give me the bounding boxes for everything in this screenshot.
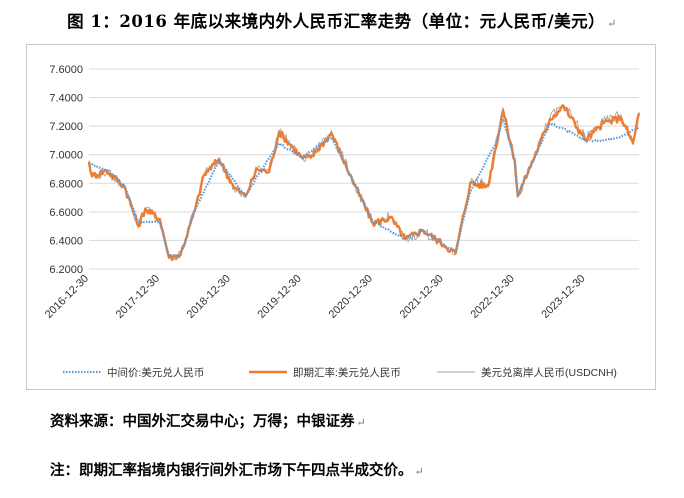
- legend-entry-offshore: 美元兑离岸人民币(USDCNH): [437, 366, 617, 379]
- source-note: 资料来源：中国外汇交易中心；万得；中银证券 ↵: [50, 410, 366, 431]
- legend-label: 中间价:美元兑人民币: [107, 366, 204, 379]
- y-tick-label: 6.8000: [49, 178, 83, 190]
- paragraph-mark-icon: ↵: [607, 17, 617, 30]
- legend-label: 即期汇率:美元兑人民币: [293, 366, 401, 379]
- y-tick-label: 6.2000: [49, 264, 83, 276]
- offshore-series-line: [88, 104, 640, 261]
- y-tick-label: 7.6000: [49, 64, 83, 76]
- central-parity-series-line: [88, 117, 640, 258]
- legend-entry-central-parity: 中间价:美元兑人民币: [63, 366, 204, 379]
- x-tick-label: 2016-12-30: [43, 273, 91, 321]
- x-tick-label: 2019-12-30: [256, 273, 304, 321]
- x-tick-label: 2017-12-30: [114, 273, 162, 321]
- x-tick-label: 2021-12-30: [398, 273, 446, 321]
- x-tick-label: 2020-12-30: [327, 273, 375, 321]
- paragraph-mark-icon: ↵: [356, 416, 366, 429]
- x-tick-label: 2023-12-30: [539, 273, 587, 321]
- y-tick-label: 6.6000: [49, 207, 83, 219]
- legend: 中间价:美元兑人民币 即期汇率:美元兑人民币 美元兑离岸人民币(USDCNH): [63, 366, 617, 379]
- spot-series-line: [87, 104, 641, 261]
- footnote: 注：即期汇率指境内银行间外汇市场下午四点半成交价。 ↵: [50, 459, 424, 480]
- grid-lines: [89, 68, 639, 270]
- paragraph-mark-icon: ↵: [414, 465, 424, 478]
- y-tick-label: 6.4000: [49, 235, 83, 247]
- figure-title: 图 1：2016 年底以来境内外人民币汇率走势（单位：元人民币/美元） ↵: [0, 8, 684, 32]
- exchange-rate-chart: 6.2000 6.4000 6.6000 6.8000 7.0000 7.2000 7.40…: [43, 64, 641, 379]
- figure-title-text: 图 1：2016 年底以来境内外人民币汇率走势（单位：元人民币/美元）: [67, 12, 606, 31]
- x-tick-label: 2022-12-30: [469, 273, 517, 321]
- legend-label: 美元兑离岸人民币(USDCNH): [481, 366, 617, 379]
- x-axis-ticks: 2016-12-30 2017-12-30 2018-12-30 2019-12-30…: [43, 273, 588, 321]
- y-axis-ticks: 6.2000 6.4000 6.6000 6.8000 7.0000 7.2000 7.40…: [49, 64, 83, 276]
- legend-entry-spot: 即期汇率:美元兑人民币: [249, 366, 401, 379]
- y-tick-label: 7.0000: [49, 150, 83, 162]
- chart-container: 6.2000 6.4000 6.6000 6.8000 7.0000 7.2000 7.40…: [26, 44, 656, 390]
- footnote-text: 注：即期汇率指境内银行间外汇市场下午四点半成交价。: [50, 462, 413, 479]
- series-lines: [87, 104, 641, 261]
- y-tick-label: 7.4000: [49, 93, 83, 105]
- y-tick-label: 7.2000: [49, 121, 83, 133]
- x-tick-label: 2018-12-30: [185, 273, 233, 321]
- source-text: 资料来源：中国外汇交易中心；万得；中银证券: [50, 413, 355, 430]
